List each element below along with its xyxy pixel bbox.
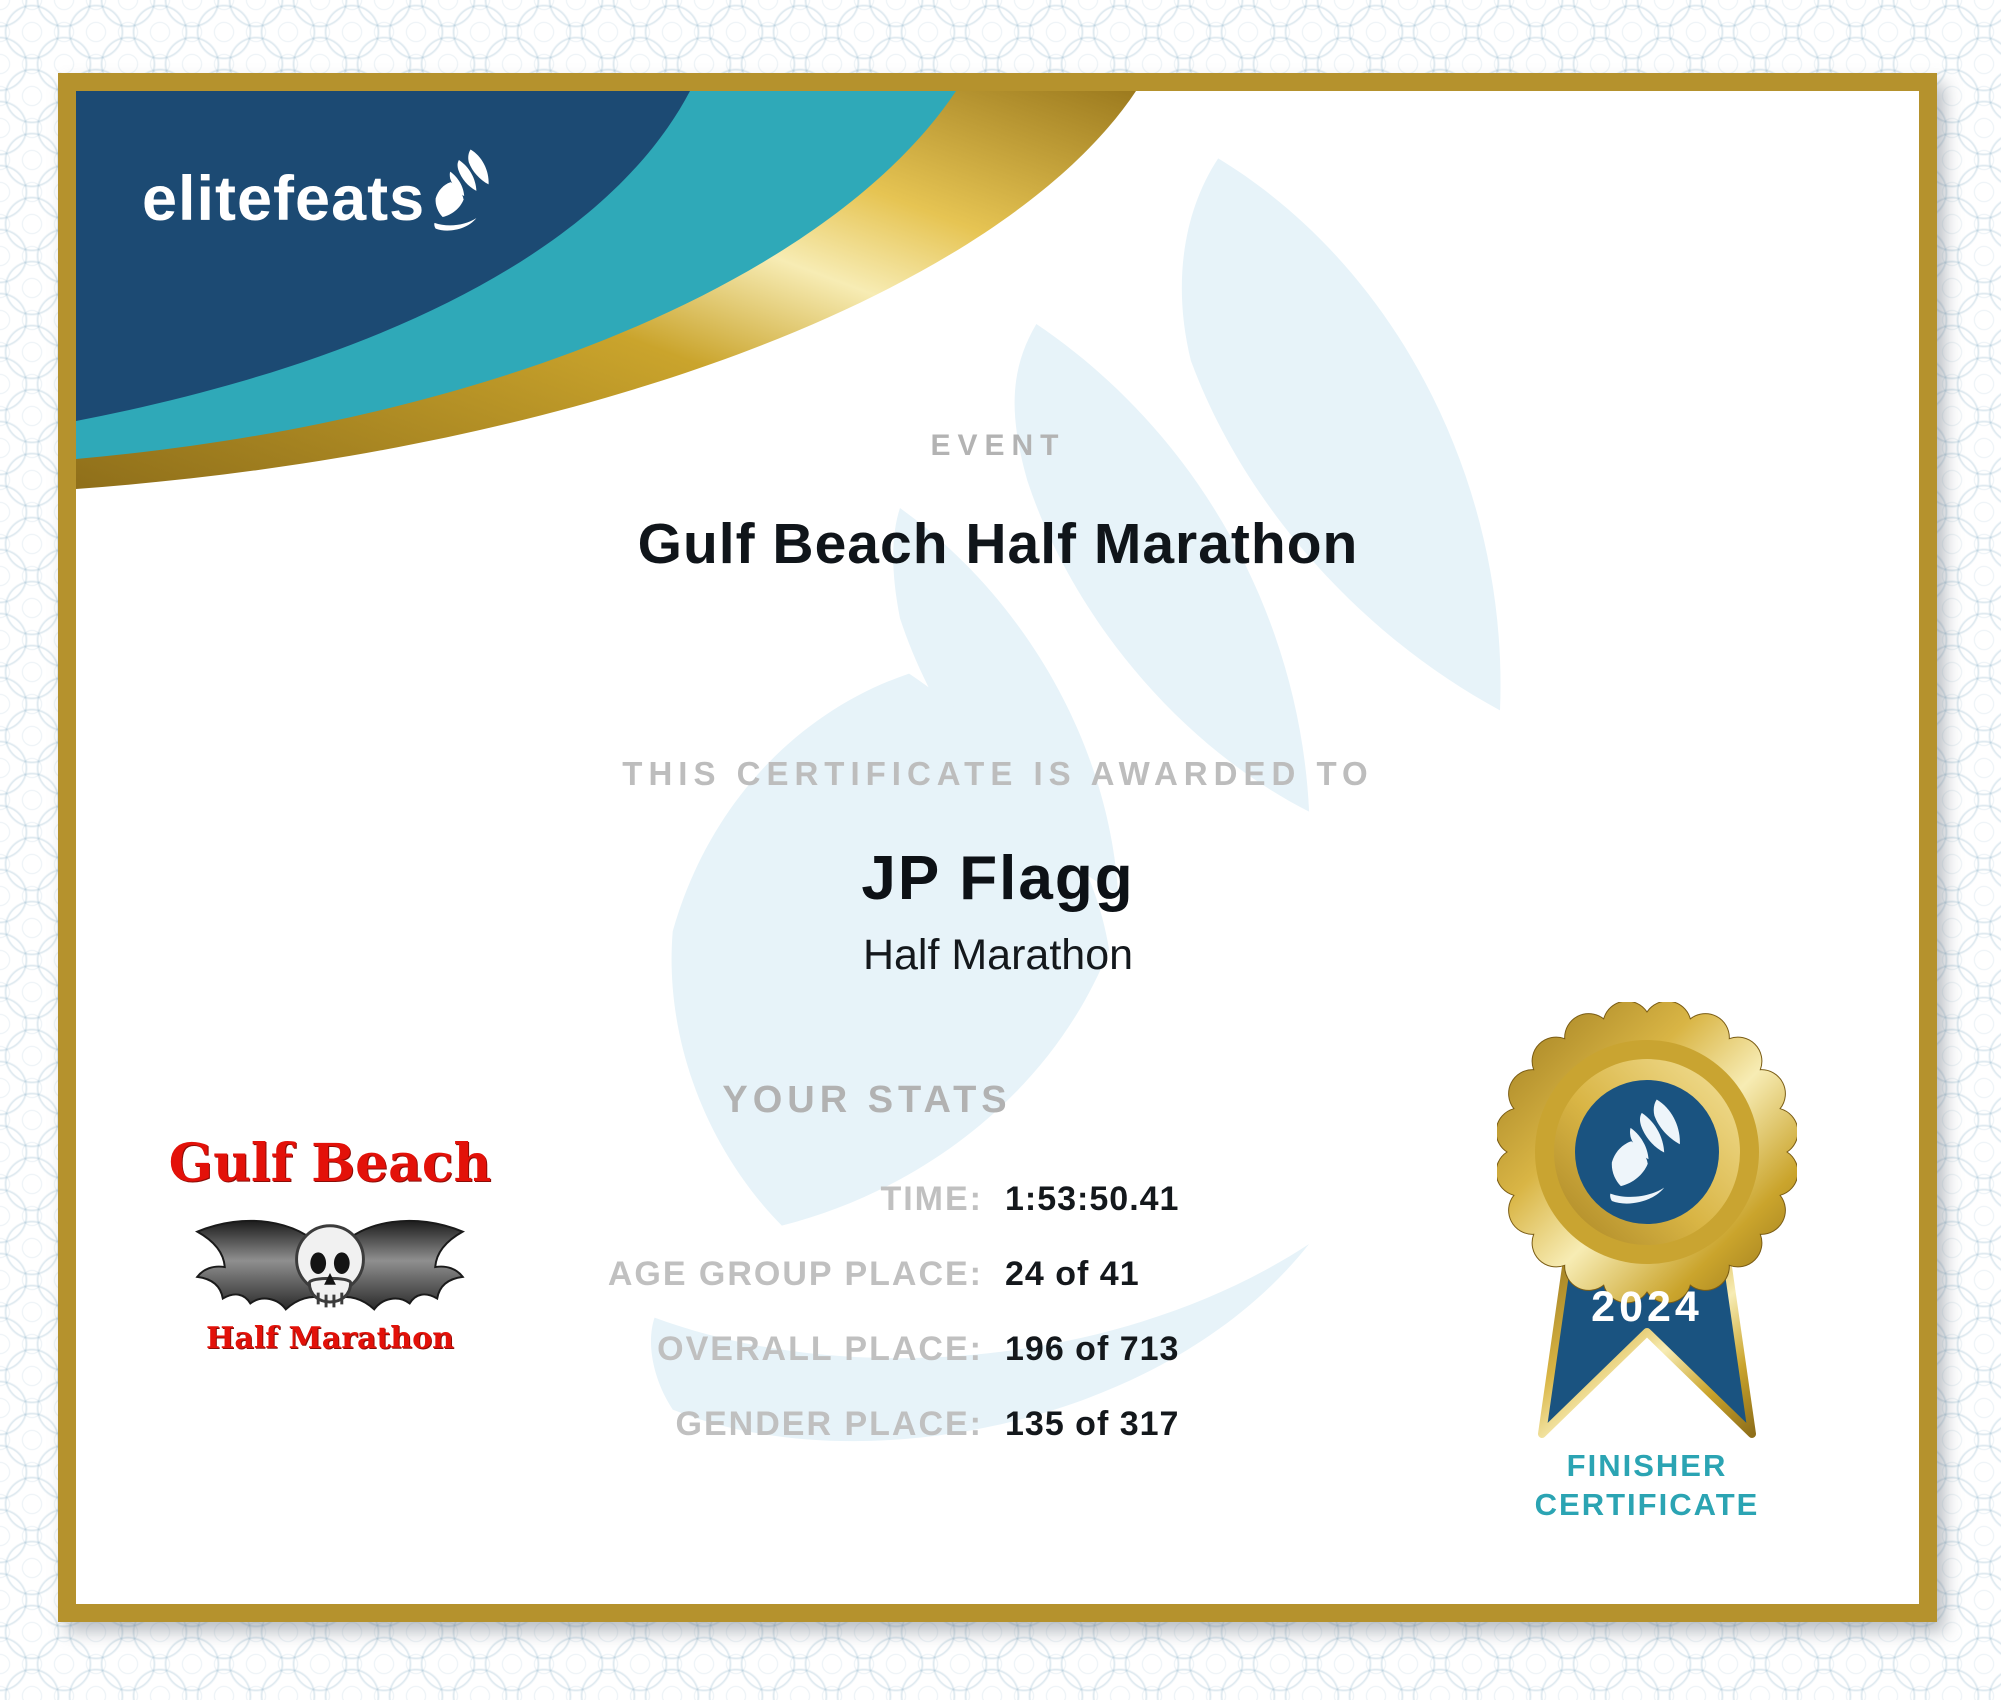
division-name: Half Marathon	[862, 931, 1134, 979]
race-logo-title: Gulf Beach	[168, 1133, 492, 1194]
skull	[295, 1224, 365, 1308]
elitefeats-logo: elitefeats	[142, 159, 495, 239]
event-name: Gulf Beach Half Marathon	[637, 512, 1359, 576]
stat-value: 1:53:50.41	[1005, 1179, 1180, 1218]
stat-row-overall-place: OVERALL PLACE: 196 of 713	[376, 1327, 1620, 1371]
header-curves	[76, 91, 1136, 489]
right-bat-wing	[335, 1219, 466, 1311]
elitefeats-logo-text: elitefeats	[142, 164, 426, 234]
awarded-label: THIS CERTIFICATE IS AWARDED TO	[622, 755, 1374, 792]
stat-label: GENDER PLACE:	[675, 1404, 983, 1443]
stat-row-time: TIME: 1:53:50.41	[376, 1177, 1620, 1221]
stat-label: AGE GROUP PLACE:	[607, 1254, 983, 1293]
winged-foot-icon	[431, 148, 495, 236]
stats-list: TIME: 1:53:50.41 AGE GROUP PLACE: 24 of …	[376, 1177, 1620, 1477]
stat-label: TIME:	[880, 1179, 983, 1218]
race-logo-subtitle: Half Marathon	[206, 1321, 454, 1356]
recipient-name: JP Flagg	[861, 844, 1135, 913]
certificate-frame: elitefeats EVENT Gulf Beach Half Maratho…	[58, 73, 1937, 1622]
finisher-certificate-caption: FINISHER CERTIFICATE	[1467, 1446, 1827, 1524]
stats-title: YOUR STATS	[722, 1079, 1012, 1121]
left-bat-wing	[194, 1219, 325, 1311]
stat-row-age-group-place: AGE GROUP PLACE: 24 of 41	[376, 1252, 1620, 1296]
gold-rosette-medal	[1497, 1002, 1797, 1438]
stat-value: 135 of 317	[1005, 1404, 1180, 1443]
event-label: EVENT	[930, 429, 1066, 462]
certificate-line: CERTIFICATE	[1534, 1487, 1760, 1522]
stat-label: OVERALL PLACE:	[657, 1329, 983, 1368]
skull-bat-wings-icon	[194, 1219, 466, 1311]
header-navy-band	[76, 91, 690, 421]
finisher-line: FINISHER	[1566, 1448, 1728, 1483]
stat-value: 24 of 41	[1005, 1254, 1140, 1293]
badge-year: 2024	[1591, 1283, 1703, 1331]
stat-value: 196 of 713	[1005, 1329, 1180, 1368]
stat-row-gender-place: GENDER PLACE: 135 of 317	[376, 1402, 1620, 1446]
